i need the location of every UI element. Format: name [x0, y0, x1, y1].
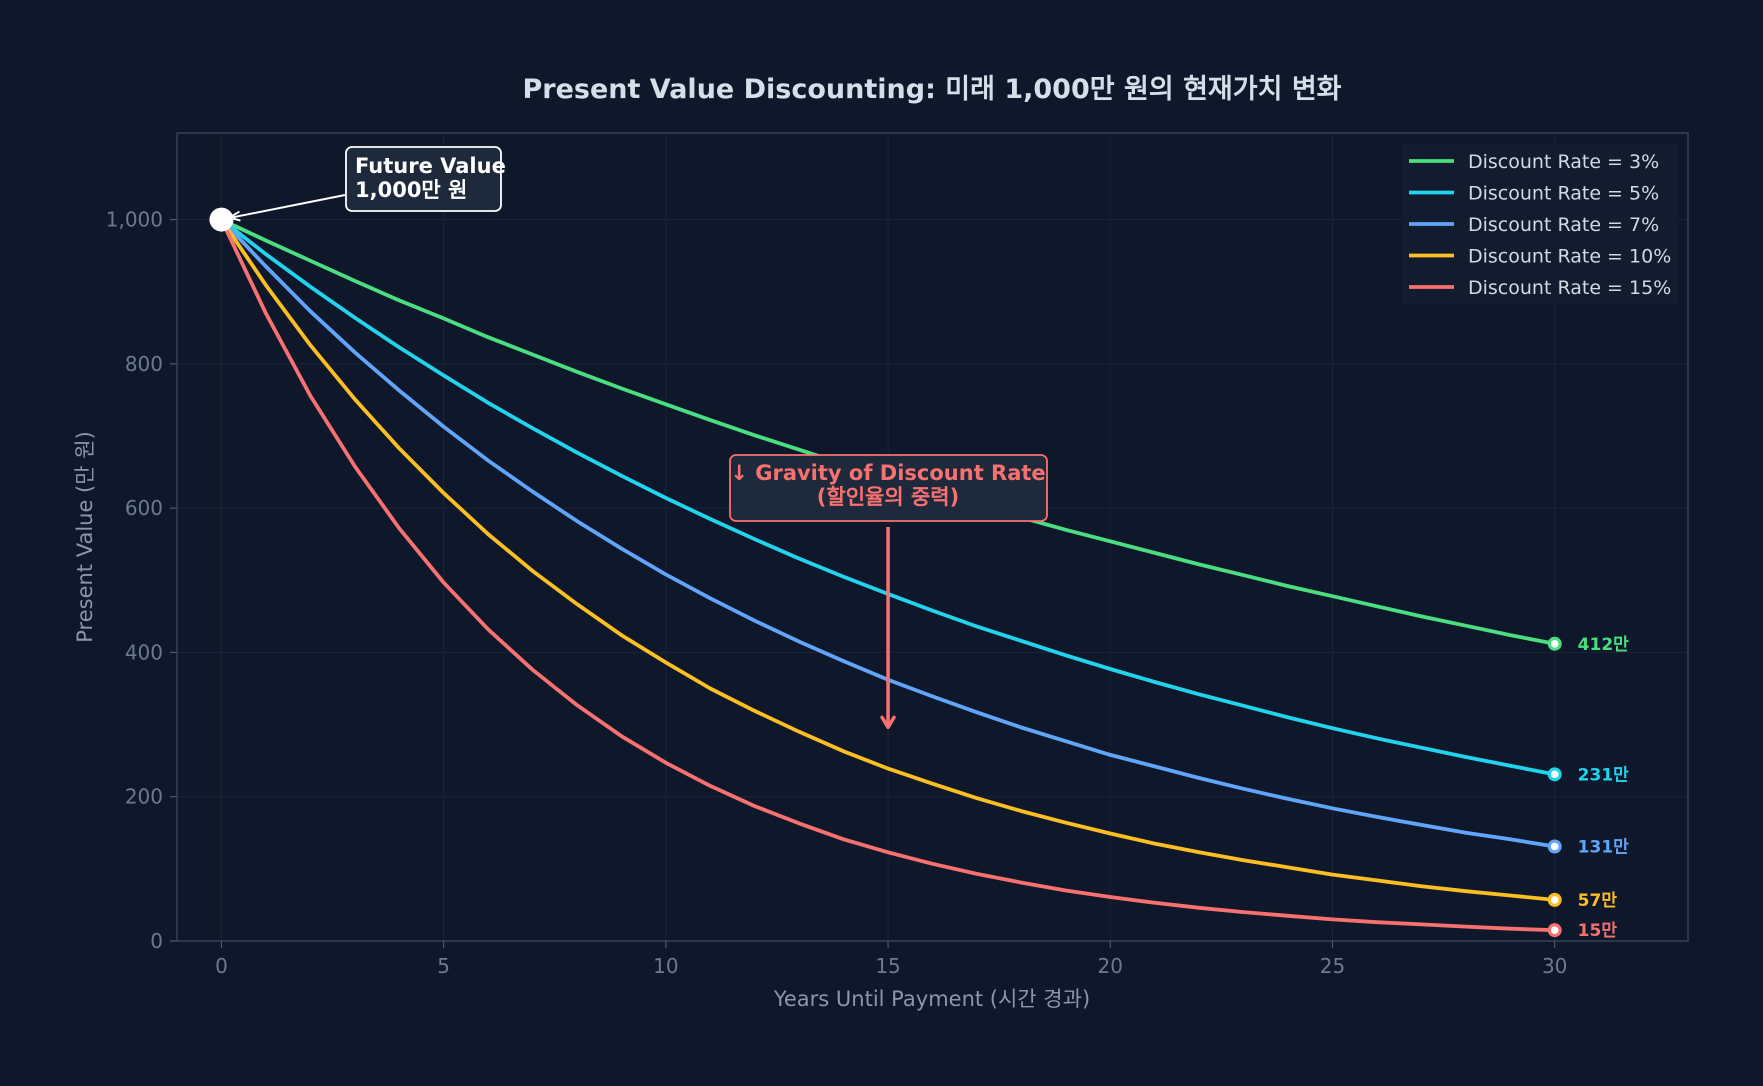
end-label-2: 131만	[1578, 837, 1629, 857]
future-value-box	[345, 146, 502, 212]
y-tick-label: 800	[125, 352, 163, 376]
future-value-point	[209, 207, 234, 232]
y-axis-label: Present Value (만 원)	[73, 431, 97, 643]
legend-label-3: Discount Rate = 10%	[1468, 246, 1671, 268]
gravity-text: ↓ Gravity of Discount Rate	[730, 461, 1045, 485]
end-label-3: 57만	[1578, 891, 1618, 911]
series-line-4	[219, 217, 1557, 933]
future-value-leader-line	[231, 194, 346, 219]
x-tick-label: 5	[437, 954, 450, 978]
series-line-3	[219, 217, 1557, 902]
chart-title: Present Value Discounting: 미래 1,000만 원의 …	[522, 74, 1341, 105]
x-tick-label: 0	[215, 954, 228, 978]
future-value-text: Future Value	[355, 154, 506, 178]
gravity-text: (할인율의 중력)	[817, 485, 959, 509]
end-label-4: 15만	[1578, 921, 1618, 941]
y-axis-ticks: 0 200 400 600 800 1,000	[106, 208, 177, 953]
x-tick-label: 25	[1320, 954, 1345, 978]
x-tick-label: 15	[875, 954, 900, 978]
x-axis-ticks: 0 5 10 15 20 25 30	[215, 941, 1567, 978]
end-marker-center-1	[1550, 770, 1559, 779]
end-label-0: 412만	[1578, 635, 1629, 655]
end-marker-center-4	[1550, 926, 1559, 934]
legend-label-2: Discount Rate = 7%	[1468, 214, 1659, 236]
end-label-1: 231만	[1578, 765, 1629, 785]
future-value-text: 1,000만 원	[355, 178, 467, 202]
legend: Discount Rate = 3% Discount Rate = 5% Disc…	[1402, 143, 1678, 305]
y-tick-label: 600	[125, 496, 163, 520]
y-tick-label: 400	[125, 640, 163, 664]
y-tick-label: 0	[150, 929, 163, 953]
end-marker-center-3	[1550, 896, 1559, 904]
plot-frame	[176, 132, 1689, 942]
series-end-markers: 412만 231만 131만 57만 15만	[1547, 635, 1629, 941]
legend-label-0: Discount Rate = 3%	[1468, 151, 1659, 173]
gravity-arrowhead	[880, 715, 896, 730]
legend-label-1: Discount Rate = 5%	[1468, 183, 1659, 205]
end-marker-center-0	[1550, 639, 1559, 648]
legend-label-4: Discount Rate = 15%	[1468, 277, 1671, 299]
x-axis-label: Years Until Payment (시간 경과)	[773, 987, 1090, 1011]
x-tick-label: 10	[653, 954, 678, 978]
end-marker-center-2	[1550, 842, 1559, 851]
x-tick-label: 20	[1098, 954, 1123, 978]
y-tick-label: 1,000	[106, 208, 163, 232]
gravity-box	[729, 454, 1048, 522]
y-tick-label: 200	[125, 785, 163, 809]
x-tick-label: 30	[1542, 954, 1567, 978]
